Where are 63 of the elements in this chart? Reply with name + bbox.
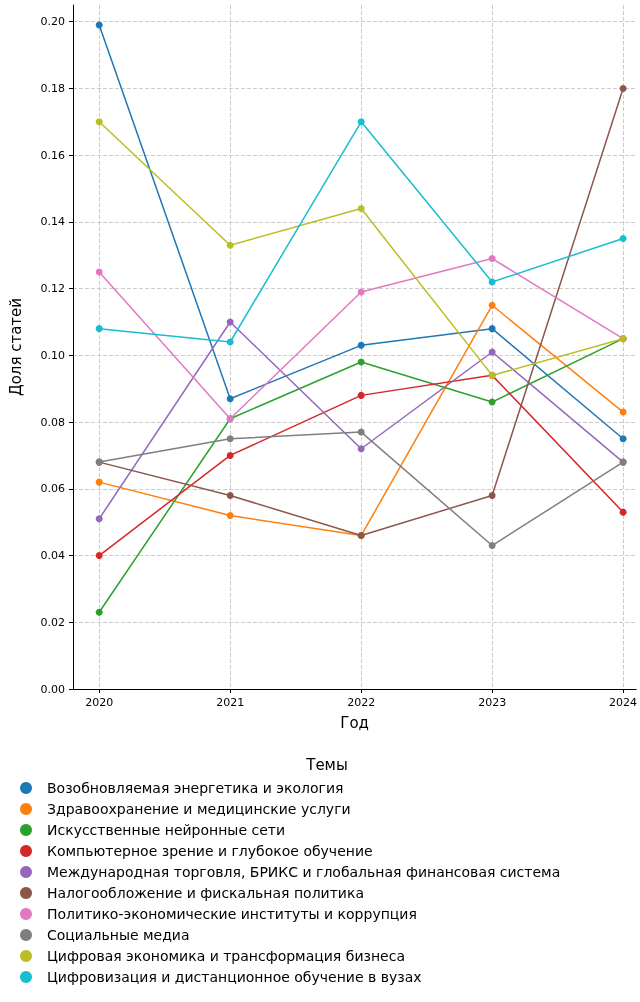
point — [488, 255, 496, 263]
y-tick-label: 0.20 — [40, 15, 65, 29]
x-tick-label: 2023 — [478, 696, 507, 709]
y-tick-label: 0.02 — [40, 615, 65, 629]
legend-label: Цифровая экономика и трансформация бизнеса — [47, 948, 405, 964]
point — [619, 508, 627, 516]
point — [95, 515, 103, 523]
point — [95, 552, 103, 560]
point — [95, 608, 103, 616]
point — [619, 435, 627, 443]
y-tick-label: 0.08 — [40, 415, 65, 429]
y-tick-label: 0.00 — [40, 682, 65, 696]
x-tick-label: 2022 — [347, 696, 376, 709]
point — [226, 435, 234, 443]
point — [488, 325, 496, 333]
y-axis-title: Доля статей — [6, 297, 25, 397]
legend-label: Искусственные нейронные сети — [47, 822, 286, 838]
point — [226, 318, 234, 326]
point — [488, 301, 496, 309]
point — [488, 542, 496, 550]
point — [95, 118, 103, 126]
point — [619, 235, 627, 243]
y-tick-label: 0.16 — [40, 148, 65, 162]
y-tick-label: 0.06 — [40, 482, 65, 496]
x-tick-label: 2024 — [609, 696, 638, 709]
point — [226, 512, 234, 519]
y-tick-label: 0.14 — [40, 215, 65, 229]
x-axis-title: Год — [340, 713, 369, 732]
legend-label: Социальные медиа — [47, 927, 190, 943]
y-tick-label: 0.10 — [40, 348, 65, 362]
point — [488, 491, 496, 499]
point — [226, 395, 234, 403]
legend-label: Международная торговля, БРИКС и глобальная финансовая система — [47, 864, 561, 880]
point — [95, 268, 103, 276]
point — [226, 451, 234, 459]
y-tick-label: 0.18 — [40, 81, 65, 95]
point — [226, 338, 234, 346]
point — [357, 118, 365, 126]
point — [357, 288, 365, 296]
point — [357, 391, 365, 399]
point — [357, 341, 365, 349]
point — [357, 205, 365, 213]
legend-label: Здравоохранение и медицинские услуги — [47, 801, 351, 817]
legend-label: Компьютерное зрение и глубокое обучение — [47, 843, 373, 859]
legend-title: Темы — [305, 755, 348, 774]
point — [357, 445, 365, 453]
x-tick-label: 2021 — [216, 696, 245, 709]
x-tick-label: 2020 — [85, 696, 114, 709]
legend-label: Политико-экономические институты и коррупция — [47, 906, 417, 922]
legend-label: Возобновляемая энергетика и экология — [47, 780, 344, 796]
point — [226, 491, 234, 499]
legend-label: Налогообложение и фискальная политика — [47, 885, 365, 901]
point — [95, 325, 103, 333]
point — [357, 428, 365, 436]
point — [95, 478, 103, 486]
point — [226, 241, 234, 249]
y-tick-label: 0.04 — [40, 549, 65, 563]
point — [619, 84, 627, 92]
legend-label: Цифровизация и дистанционное обучение в вузах — [47, 969, 422, 985]
point — [488, 278, 496, 286]
point — [619, 408, 627, 416]
y-tick-label: 0.12 — [40, 282, 65, 296]
point — [95, 21, 103, 29]
